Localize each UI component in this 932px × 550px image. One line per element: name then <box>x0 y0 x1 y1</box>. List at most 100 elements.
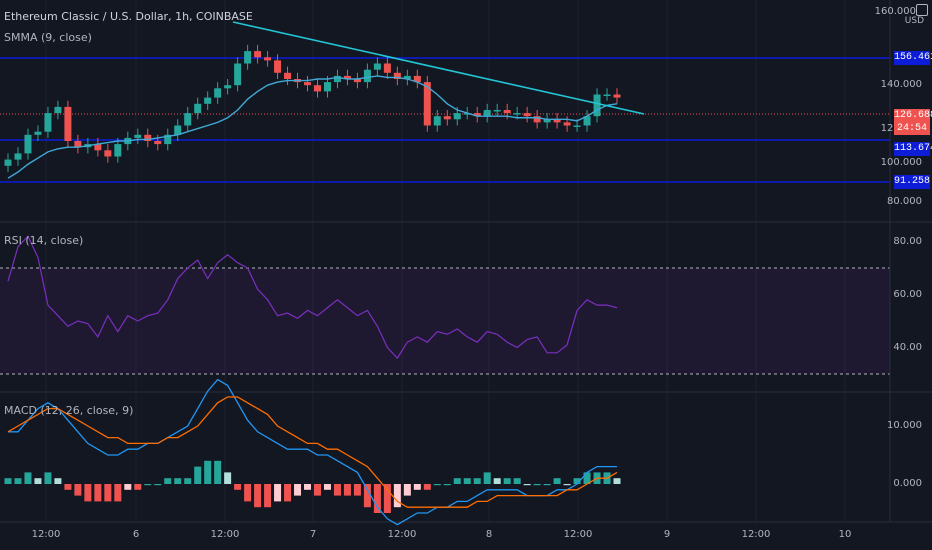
candle-body[interactable] <box>343 75 351 79</box>
candle-body[interactable] <box>543 119 551 123</box>
candle-body[interactable] <box>483 110 491 117</box>
last-price-tag[interactable]: 126.688 <box>894 109 932 122</box>
candle-body[interactable] <box>373 63 381 70</box>
candle-body[interactable] <box>463 113 471 115</box>
trendline[interactable] <box>232 21 645 115</box>
histogram-bar <box>523 484 531 486</box>
time-tick-10: 10 <box>838 529 852 540</box>
candle-body[interactable] <box>423 82 431 126</box>
currency-label[interactable]: USD <box>904 16 924 26</box>
candle-body[interactable] <box>4 159 12 166</box>
level-tag-1[interactable]: 156.461 <box>894 51 932 65</box>
candle-body[interactable] <box>323 82 331 92</box>
histogram-bar <box>393 484 401 508</box>
signal-line[interactable] <box>7 396 618 508</box>
candle-body[interactable] <box>164 134 172 145</box>
rsi-legend[interactable]: RSI (14, close) <box>4 234 84 247</box>
macd-legend[interactable]: MACD (12, 26, close, 9) <box>4 404 134 417</box>
candle-body[interactable] <box>573 125 581 128</box>
candle-body[interactable] <box>114 144 122 157</box>
grid-lines <box>45 0 846 522</box>
histogram-bar <box>134 484 142 490</box>
histogram-bar <box>224 472 232 484</box>
macd-line[interactable] <box>8 378 617 526</box>
candle-body[interactable] <box>94 144 102 151</box>
rsi-line[interactable] <box>7 235 618 360</box>
candle-body[interactable] <box>553 119 561 123</box>
histogram-bar <box>4 478 12 484</box>
candle-body[interactable] <box>194 103 202 114</box>
candle-body[interactable] <box>184 113 192 126</box>
histogram-bar <box>204 460 212 484</box>
candle-body[interactable] <box>174 125 182 135</box>
candle-body[interactable] <box>54 106 62 114</box>
candle-body[interactable] <box>284 72 292 79</box>
candle-body[interactable] <box>214 88 222 98</box>
candle-body[interactable] <box>533 116 541 123</box>
candle-body[interactable] <box>363 69 371 83</box>
candle-body[interactable] <box>224 85 232 89</box>
histogram-bar <box>94 484 102 502</box>
histogram-bar <box>403 484 411 496</box>
candle-body[interactable] <box>154 141 162 145</box>
histogram-bar <box>124 484 132 490</box>
level-tag-2[interactable]: 113.674 <box>894 142 932 156</box>
histogram-bar <box>343 484 351 496</box>
histogram-bar <box>583 472 591 484</box>
candle-body[interactable] <box>593 94 601 117</box>
candle-body[interactable] <box>353 79 361 83</box>
candle-body[interactable] <box>393 72 401 79</box>
candle-body[interactable] <box>144 134 152 141</box>
candle-body[interactable] <box>403 75 411 79</box>
candle-body[interactable] <box>74 141 82 148</box>
macd-tick-10: 10.000 <box>887 420 922 431</box>
candle-body[interactable] <box>104 150 112 157</box>
candle-body[interactable] <box>563 122 571 126</box>
histogram-bar <box>274 484 282 502</box>
histogram-bar <box>104 484 112 502</box>
histogram-bar <box>513 478 521 484</box>
rsi-band <box>0 268 890 374</box>
candle-body[interactable] <box>443 116 451 120</box>
histogram-bar <box>433 484 441 486</box>
candle-body[interactable] <box>204 97 212 104</box>
candle-body[interactable] <box>64 106 72 141</box>
candle-body[interactable] <box>134 134 142 138</box>
candle-body[interactable] <box>523 113 531 117</box>
smma-line[interactable] <box>7 75 618 179</box>
candle-body[interactable] <box>413 75 421 83</box>
histogram-bar <box>563 484 571 486</box>
candle-body[interactable] <box>333 75 341 83</box>
candle-body[interactable] <box>14 153 22 160</box>
time-tick-4: 7 <box>309 529 317 540</box>
candle-body[interactable] <box>503 110 511 114</box>
histogram-bar <box>44 472 52 484</box>
candles-group[interactable] <box>4 44 621 172</box>
smma-legend[interactable]: SMMA (9, close) <box>4 31 92 44</box>
candle-body[interactable] <box>513 113 521 115</box>
candle-body[interactable] <box>44 113 52 132</box>
candle-body[interactable] <box>613 94 621 98</box>
histogram-bar <box>483 472 491 484</box>
candle-body[interactable] <box>603 94 611 97</box>
candle-body[interactable] <box>304 82 312 86</box>
symbol-title[interactable]: Ethereum Classic / U.S. Dollar, 1h, COIN… <box>4 10 253 23</box>
candle-body[interactable] <box>313 85 321 92</box>
candle-body[interactable] <box>244 51 252 64</box>
candle-body[interactable] <box>34 131 42 135</box>
candle-body[interactable] <box>433 116 441 126</box>
candle-body[interactable] <box>254 51 262 58</box>
candle-body[interactable] <box>383 63 391 73</box>
candle-body[interactable] <box>274 60 282 73</box>
candle-body[interactable] <box>24 134 32 154</box>
candle-body[interactable] <box>453 113 461 120</box>
candle-body[interactable] <box>264 57 272 61</box>
histogram-bar <box>84 484 92 502</box>
candle-body[interactable] <box>234 63 242 86</box>
settings-icon[interactable] <box>916 4 928 16</box>
candle-body[interactable] <box>473 113 481 117</box>
candle-body[interactable] <box>493 110 501 112</box>
candle-body[interactable] <box>583 116 591 126</box>
level-tag-3[interactable]: 91.258 <box>894 175 931 189</box>
